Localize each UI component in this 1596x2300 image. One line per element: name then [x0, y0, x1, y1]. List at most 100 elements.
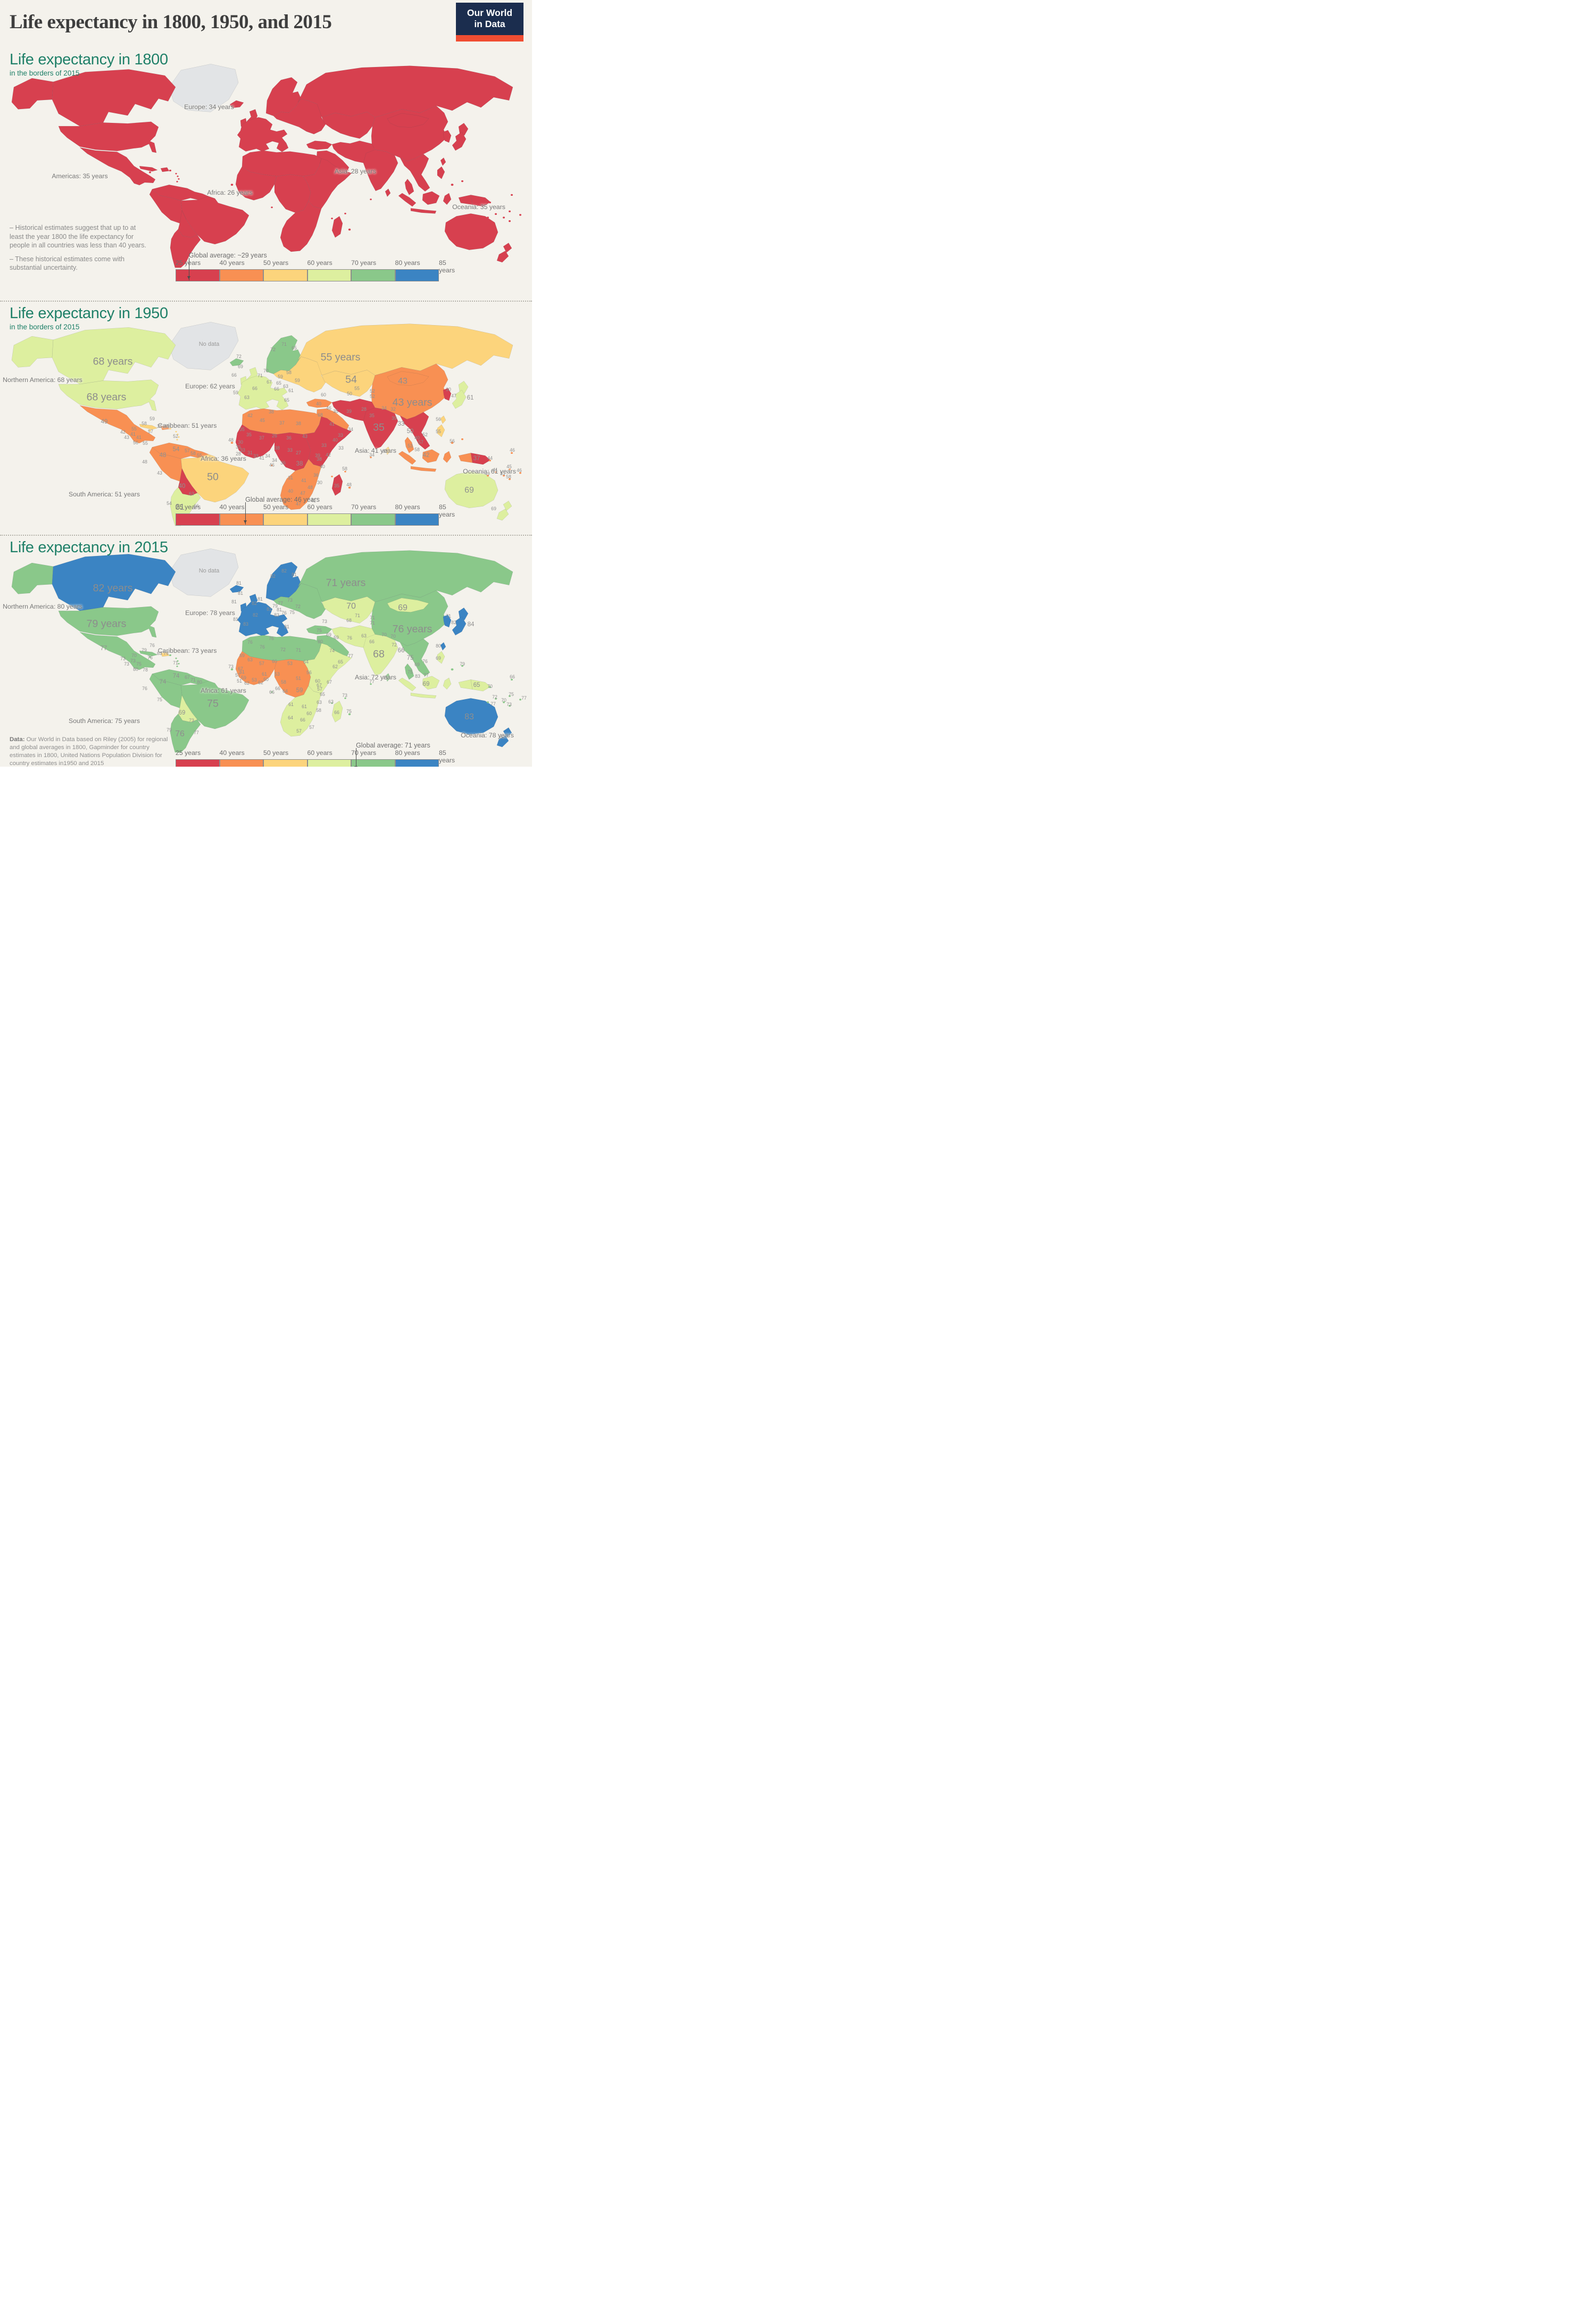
island-dot-pacific [511, 678, 513, 681]
region-malay [404, 663, 414, 680]
region-sulawesi [443, 451, 452, 463]
world-map-2015: No data Northern America: 80 years Europe:… [0, 544, 532, 753]
island-dot-pacific [489, 459, 491, 462]
legend-2015: Global average: 71 years 25 years 40 years… [176, 740, 455, 767]
legend-stop-label: 80 years [395, 749, 420, 757]
section-subtitle: in the borders of 2015 [10, 323, 80, 331]
legend-global-average: Global average: 71 years [356, 742, 430, 749]
region-africa_east [303, 158, 352, 209]
footer-data-label: Data: [10, 736, 25, 743]
legend-stop-label: 80 years [395, 259, 420, 267]
region-iceland [229, 585, 244, 593]
section-title: Life expectancy in 1800 [10, 51, 168, 68]
legend-stop-label: 50 years [263, 749, 289, 757]
region-greenland [169, 549, 239, 597]
infographic-page: Life expectancy in 1800, 1950, and 2015 … [0, 0, 532, 767]
region-russia [297, 65, 513, 118]
owid-logo-line2: in Data [474, 19, 505, 30]
legend-color-swatch [307, 513, 351, 526]
legend-color-swatch [395, 269, 439, 281]
island-dot-pacific [495, 471, 497, 473]
region-africa_north [242, 635, 322, 661]
legend-stop-label: 50 years [263, 259, 289, 267]
island-dot-caribbean [149, 171, 151, 173]
island-dot-pacific [503, 475, 505, 477]
legend-stop-label: 25 years [176, 749, 201, 757]
island-dot-indian [344, 470, 346, 472]
region-australia [444, 213, 498, 251]
legend-stop-label: 25 years [176, 503, 201, 511]
region-java [410, 208, 437, 214]
legend-color-swatch [219, 513, 263, 526]
island-dot-caribbean [176, 439, 178, 441]
legend-color-swatch [176, 269, 220, 281]
region-turkey [306, 140, 332, 150]
owid-logo: Our World in Data [456, 3, 523, 41]
region-ng_west [458, 453, 473, 463]
footer-data-text: Our World in Data based on Riley (2005) … [10, 736, 168, 767]
region-canada [52, 327, 176, 385]
island-dot-indian [348, 228, 351, 231]
region-nz_n [503, 501, 512, 511]
island-dot-indian [344, 697, 346, 699]
region-africa_south [280, 459, 322, 510]
region-centralasia [321, 596, 376, 624]
island-dot-indian [271, 464, 273, 467]
region-nz_s [496, 735, 509, 748]
world-map-2015-svg [11, 549, 521, 753]
region-usa [58, 379, 159, 411]
island-dot-caribbean [169, 654, 171, 657]
region-seasia [400, 154, 430, 192]
island-dot-pacific [509, 704, 511, 707]
region-japan_s [452, 616, 467, 636]
region-srilanka [385, 188, 391, 197]
region-turkey [306, 398, 332, 408]
region-sumatra [398, 193, 417, 207]
region-australia [444, 471, 498, 509]
page-title: Life expectancy in 1800, 1950, and 2015 [10, 11, 332, 33]
region-java [410, 693, 437, 699]
region-mexico_ca [79, 632, 156, 670]
annotation-line-1: – Historical estimates suggest that up t… [10, 224, 146, 250]
legend-stop-label: 25 years [176, 259, 201, 267]
legend-color-swatch [351, 513, 395, 526]
island-dot-pacific [509, 220, 511, 222]
region-africa_west [235, 424, 277, 459]
region-africa_central [274, 659, 311, 698]
section-1800-heading: Life expectancy in 1800 in the borders o… [10, 51, 168, 77]
island-dot-pacific [461, 665, 463, 667]
legend-color-swatch [263, 269, 307, 281]
island-dot-caribbean [177, 434, 179, 435]
region-taiwan [440, 642, 446, 651]
region-philippines [437, 166, 445, 179]
region-japan_n [458, 607, 469, 620]
region-japan_s [452, 131, 467, 151]
region-korea [443, 615, 452, 628]
legend-stop-label: 70 years [351, 503, 377, 511]
region-centralasia [321, 370, 376, 397]
region-mexico_ca [79, 405, 156, 444]
annotation-1800: – Historical estimates suggest that up t… [10, 223, 149, 277]
island-dot-pacific [511, 452, 513, 454]
legend-color-swatch [219, 759, 263, 767]
island-dot-pacific [495, 213, 497, 215]
region-taiwan [440, 415, 446, 424]
region-india [363, 150, 398, 192]
region-europe_west [237, 117, 289, 152]
region-mongolia [387, 113, 429, 128]
region-iceland [229, 100, 244, 109]
region-greenland [169, 64, 239, 112]
region-taiwan [440, 157, 446, 166]
region-sumatra [398, 677, 417, 692]
region-africa_west [235, 166, 277, 201]
island-dot-pacific [489, 201, 491, 204]
island-dot-pacific [487, 701, 489, 703]
region-africa_south [280, 685, 322, 737]
island-dot-caribbean [175, 658, 177, 659]
region-hispaniola [160, 167, 170, 172]
legend-stop-label: 60 years [307, 503, 332, 511]
island-dot-caribbean [176, 181, 178, 182]
legend-stop-label: 85 years [439, 749, 455, 764]
region-nz_n [503, 727, 512, 738]
legend-stop-label: 85 years [439, 503, 455, 518]
